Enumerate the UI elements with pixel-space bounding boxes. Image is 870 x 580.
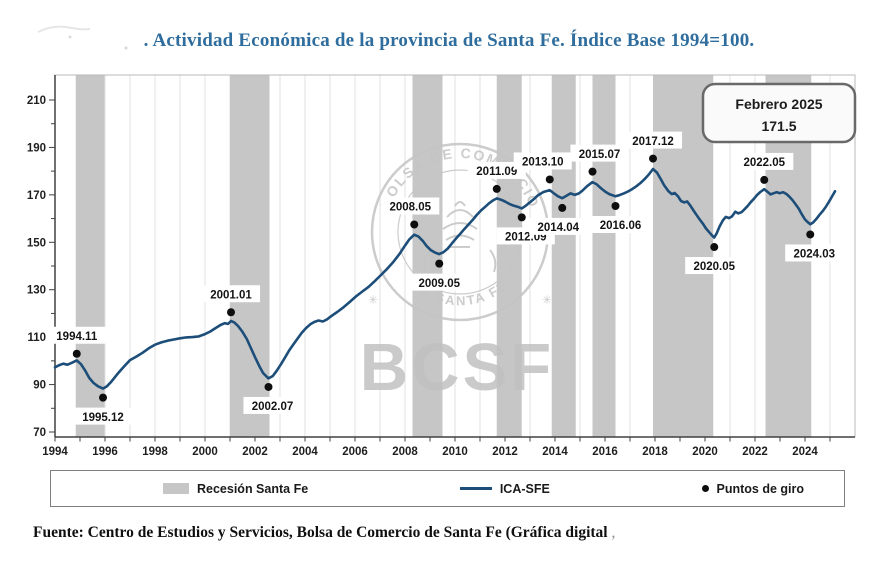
recession-band xyxy=(592,75,616,437)
turning-point-dot xyxy=(545,175,554,184)
svg-text:✳: ✳ xyxy=(368,293,378,307)
turning-point-dot xyxy=(227,308,235,317)
recession-band xyxy=(75,75,105,437)
recession-swatch-icon xyxy=(163,483,189,494)
line-swatch-icon xyxy=(459,487,492,490)
x-tick-label: 2020 xyxy=(692,446,718,458)
x-tick-label: 2006 xyxy=(342,446,368,458)
svg-text:✳: ✳ xyxy=(542,293,552,307)
turning-point-label: 2009.05 xyxy=(418,278,460,290)
y-tick-label: 150 xyxy=(27,237,46,249)
turning-point-label: 1995.12 xyxy=(82,412,124,424)
x-tick-label: 2012 xyxy=(492,446,518,458)
turning-point-label: 2014.04 xyxy=(537,222,579,234)
legend-item-line: ICA-SFE xyxy=(459,481,550,496)
legend-label-recession: Recesión Santa Fe xyxy=(197,481,309,496)
turning-point-dot xyxy=(806,230,815,239)
legend-item-points: Puntos de giro xyxy=(701,481,805,496)
source-note: Fuente: Centro de Estudios y Servicios, … xyxy=(33,524,615,542)
x-tick-label: 2014 xyxy=(542,446,568,458)
x-tick-label: 1996 xyxy=(92,446,118,458)
turning-point-label: 2017.12 xyxy=(632,136,674,148)
turning-point-dot xyxy=(710,243,719,252)
x-tick-label: 2022 xyxy=(742,446,768,458)
recession-band xyxy=(551,75,576,437)
x-axis: 1994 1996 1998 2000 2002 2004 2006 2008 2010 2012… xyxy=(42,436,855,458)
x-tick-label: 2002 xyxy=(242,446,268,458)
x-tick-label: 2016 xyxy=(592,446,618,458)
y-tick-label: 170 xyxy=(27,190,46,202)
legend-label-points: Puntos de giro xyxy=(716,481,805,496)
turning-point-label: 2002.07 xyxy=(252,401,294,413)
series-line xyxy=(53,167,837,390)
turning-point-label: 2008.05 xyxy=(389,202,431,214)
legend-label-line: ICA-SFE xyxy=(499,481,550,496)
chart-legend: Recesión Santa Fe ICA-SFE Puntos de giro xyxy=(50,470,845,507)
x-tick-label: 2024 xyxy=(792,446,818,458)
x-tick-label: 2018 xyxy=(642,446,668,458)
watermark-letters: BCSF xyxy=(360,330,554,405)
y-tick-label: 190 xyxy=(27,142,46,154)
turning-point-label: 2011.09 xyxy=(476,166,517,178)
turning-point-label: 2015.07 xyxy=(579,149,621,161)
turning-point-dot xyxy=(517,213,526,222)
turning-point-dot xyxy=(492,184,501,193)
y-tick-label: 130 xyxy=(27,285,46,297)
legend-item-recession: Recesión Santa Fe xyxy=(163,482,308,496)
y-tick-label: 70 xyxy=(33,427,46,439)
turning-point-dot xyxy=(611,202,620,211)
turning-point-dot xyxy=(649,154,657,163)
turning-point-dot xyxy=(558,203,567,212)
source-suffix: , xyxy=(611,524,616,541)
y-tick-label: 90 xyxy=(33,380,46,392)
x-tick-label: 2010 xyxy=(442,446,468,458)
seal-emblem-icon xyxy=(423,201,497,273)
turning-point-label: 2020.05 xyxy=(693,261,735,273)
turning-point-dot xyxy=(264,382,273,391)
turning-point-label: 2001.01 xyxy=(210,289,252,301)
turning-point-dot xyxy=(760,175,769,184)
y-axis: 70 90 110 130 150 170 190 210 xyxy=(27,75,56,439)
turning-point-dot xyxy=(99,393,107,402)
page-title: . Actividad Económica de la provincia de… xyxy=(143,30,755,51)
x-tick-label: 1994 xyxy=(42,446,68,458)
turning-point-dot xyxy=(435,259,444,268)
recession-band xyxy=(230,75,270,437)
x-tick-label: 2000 xyxy=(192,446,218,458)
recession-bands xyxy=(75,75,812,437)
x-tick-label: 2004 xyxy=(292,446,318,458)
annotation-value: 171.5 xyxy=(761,118,796,134)
turning-point-label: 2022.05 xyxy=(743,157,785,169)
turning-points: 1994.11 1995.12 2001.01 2002.07 2008.05 2009.… xyxy=(47,131,844,425)
turning-point-dot xyxy=(588,167,597,176)
x-tick-label: 2008 xyxy=(392,446,418,458)
annotation-box: Febrero 2025 171.5 xyxy=(701,82,857,144)
x-tick-label: 1998 xyxy=(142,446,168,458)
source-text: Fuente: Centro de Estudios y Servicios, … xyxy=(33,524,608,541)
annotation-period: Febrero 2025 xyxy=(735,96,822,112)
turning-point-label: 2024.03 xyxy=(793,249,835,261)
turning-point-label: 2016.06 xyxy=(600,220,642,232)
turning-point-label: 2013.10 xyxy=(522,157,564,169)
y-tick-label: 210 xyxy=(27,95,46,107)
recession-band xyxy=(412,75,443,437)
turning-point-dot xyxy=(72,349,81,358)
y-tick-label: 110 xyxy=(27,332,46,344)
turning-point-label: 1994.11 xyxy=(56,331,98,343)
turning-point-dot xyxy=(410,220,419,229)
scan-smudge xyxy=(37,25,128,50)
dot-swatch-icon xyxy=(701,485,709,492)
